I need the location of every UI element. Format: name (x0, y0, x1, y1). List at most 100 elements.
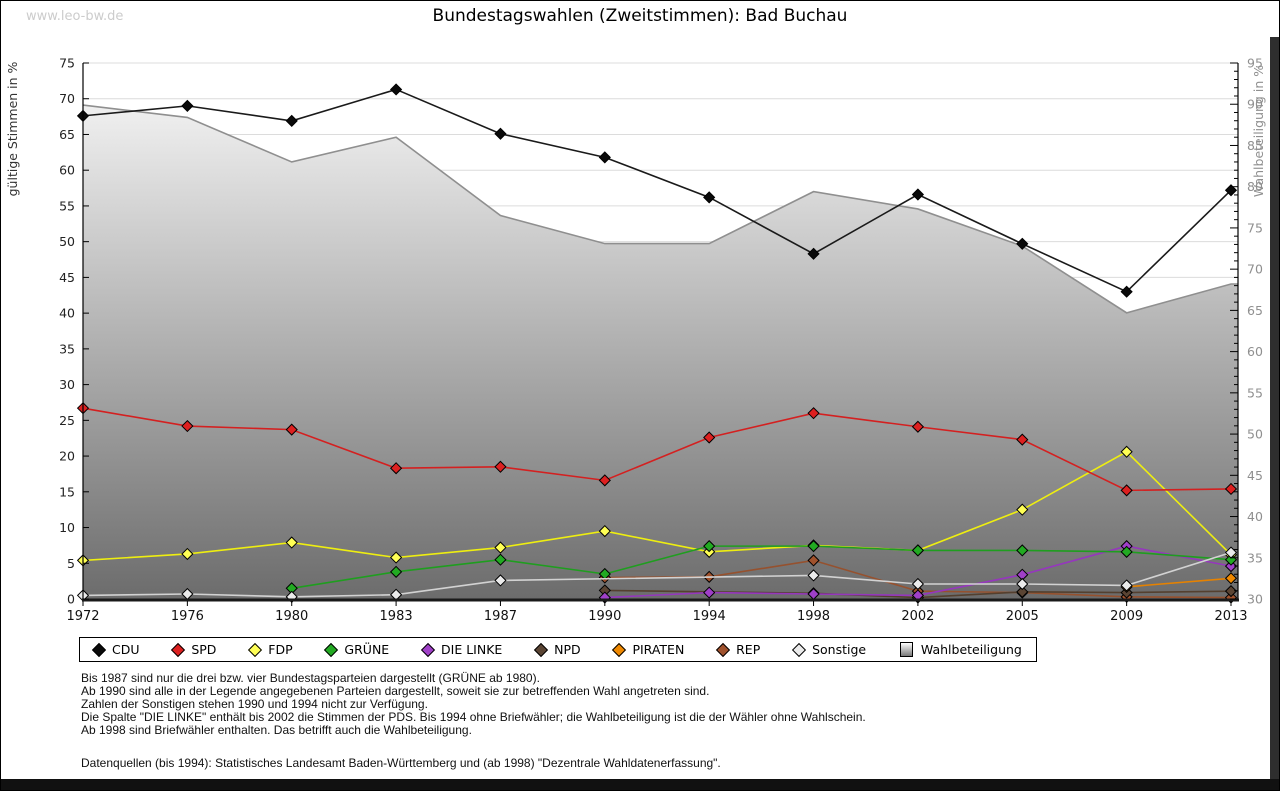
right-axis-title: Wahlbeteiligung in % (1251, 65, 1266, 197)
y-tick-label-left-15: 15 (59, 484, 75, 499)
legend-label-cdu: CDU (112, 642, 140, 657)
marker-spd-2009 (1120, 484, 1133, 497)
marker-fdp-1980 (285, 536, 298, 549)
legend-swatch-cdu (91, 642, 107, 657)
footnote-line-7: Datenquellen (bis 1994): Statistisches L… (81, 756, 721, 770)
legend-item-sonstige: Sonstige (791, 642, 867, 657)
chart-legend: CDU SPD FDP GRÜNE DIE LINKE NPD PIRATEN REP Sons… (79, 637, 1037, 662)
marker-gr-ne-2005 (1016, 544, 1029, 557)
marker-spd-1983 (389, 462, 403, 475)
x-tick-label-1998: 1998 (797, 609, 830, 624)
x-tick-label-2005: 2005 (1006, 609, 1039, 624)
y-tick-label-right-75: 75 (1247, 220, 1263, 235)
y-tick-label-left-60: 60 (59, 163, 75, 178)
y-tick-label-right-45: 45 (1247, 468, 1263, 483)
y-tick-label-left-30: 30 (59, 377, 75, 392)
x-tick-label-2002: 2002 (901, 609, 934, 624)
y-tick-label-left-5: 5 (67, 556, 75, 571)
marker-cdu-2009 (1120, 285, 1133, 298)
footnote-line-1: Bis 1987 sind nur die drei bzw. vier Bun… (81, 671, 540, 685)
marker-sonstige-2009 (1120, 579, 1133, 592)
marker-cdu-1990 (598, 151, 611, 164)
x-tick-label-2009: 2009 (1110, 609, 1143, 624)
y-tick-label-right-40: 40 (1247, 509, 1263, 524)
legend-label-die-linke: DIE LINKE (441, 642, 503, 657)
chart-footnotes: Bis 1987 sind nur die drei bzw. vier Bun… (81, 672, 866, 770)
legend-swatch-wahlbeteiligung (899, 642, 913, 657)
legend-label-fdp: FDP (268, 642, 293, 657)
legend-swatch-spd (171, 642, 186, 657)
legend-item-wahlbeteiligung: Wahlbeteiligung (899, 642, 1022, 657)
marker-spd-1990 (598, 474, 611, 487)
y-tick-label-right-80: 80 (1247, 179, 1263, 194)
marker-gr-ne-2002 (911, 544, 925, 557)
y-tick-label-right-50: 50 (1247, 427, 1263, 442)
marker-spd-1994 (703, 431, 716, 444)
frame-shadow-right (1270, 37, 1279, 790)
legend-swatch-gr-ne (324, 642, 339, 657)
marker-sonstige-1998 (807, 569, 820, 582)
y-tick-label-left-0: 0 (67, 592, 75, 607)
series-line-sonstige (82, 551, 1232, 598)
y-tick-label-right-55: 55 (1247, 385, 1263, 400)
series-line-cdu (82, 88, 1232, 293)
footnote-line-5: Ab 1998 sind Briefwähler enthalten. Das … (81, 723, 472, 737)
legend-item-spd: SPD (171, 642, 216, 657)
y-tick-label-left-70: 70 (59, 91, 75, 106)
legend-label-gr-ne: GRÜNE (344, 642, 390, 657)
y-tick-label-right-60: 60 (1247, 344, 1263, 359)
marker-sonstige-2002 (911, 577, 925, 591)
y-tick-label-left-50: 50 (59, 234, 75, 249)
marker-gr-ne-1998 (807, 540, 820, 553)
footnote-line-2: Ab 1990 sind alle in der Legende angegeb… (81, 684, 710, 698)
marker-gr-ne-1987 (494, 553, 507, 566)
marker-gr-ne-1994 (703, 540, 716, 553)
marker-sonstige-2005 (1016, 577, 1029, 591)
y-tick-label-left-25: 25 (59, 413, 75, 428)
y-tick-label-right-85: 85 (1247, 138, 1263, 153)
x-tick-label-1987: 1987 (484, 609, 517, 624)
y-tick-label-left-55: 55 (59, 198, 75, 213)
legend-label-piraten: PIRATEN (632, 642, 685, 657)
marker-npd-2013 (1224, 585, 1238, 598)
legend-swatch-fdp (248, 642, 263, 657)
y-tick-label-right-30: 30 (1247, 592, 1263, 607)
legend-item-gr-ne: GRÜNE (324, 642, 390, 657)
marker-npd-2005 (1016, 585, 1029, 598)
legend-swatch-rep (716, 642, 731, 657)
y-tick-label-left-45: 45 (59, 270, 75, 285)
marker-fdp-1987 (494, 541, 507, 554)
marker-gr-ne-2009 (1120, 545, 1133, 558)
x-tick-label-1976: 1976 (171, 609, 204, 624)
y-tick-label-right-90: 90 (1247, 97, 1263, 112)
marker-spd-2005 (1016, 433, 1029, 446)
x-tick-label-1972: 1972 (66, 609, 99, 624)
marker-sonstige-1987 (494, 574, 507, 587)
marker-cdu-2005 (1016, 237, 1029, 250)
marker-spd-1980 (285, 423, 298, 436)
y-tick-label-right-95: 95 (1247, 56, 1263, 71)
series-line-spd (82, 407, 1232, 492)
footnote-line-3: Zahlen der Sonstigen stehen 1990 und 199… (81, 697, 428, 711)
left-axis-title: gültige Stimmen in % (5, 61, 20, 196)
marker-cdu-1987 (494, 127, 507, 140)
series-cdu (76, 83, 1238, 298)
y-tick-label-left-40: 40 (59, 306, 75, 321)
marker-cdu-2013 (1224, 184, 1238, 197)
series-line-fdp (82, 450, 1232, 562)
marker-fdp-2005 (1016, 503, 1029, 516)
y-tick-label-left-10: 10 (59, 520, 75, 535)
turnout-line (82, 104, 1238, 314)
legend-label-wahlbeteiligung: Wahlbeteiligung (920, 642, 1022, 657)
x-tick-label-1983: 1983 (380, 609, 413, 624)
legend-swatch-die-linke (420, 642, 436, 657)
page-title: Bundestagswahlen (Zweitstimmen): Bad Buc… (432, 6, 848, 26)
marker-piraten-2013 (1224, 572, 1238, 585)
legend-label-sonstige: Sonstige (812, 642, 867, 657)
marker-spd-1987 (494, 460, 507, 473)
marker-gr-ne-1983 (389, 565, 403, 578)
y-tick-label-right-65: 65 (1247, 303, 1263, 318)
frame-shadow-bottom (1, 779, 1279, 790)
marker-cdu-1983 (389, 83, 403, 96)
